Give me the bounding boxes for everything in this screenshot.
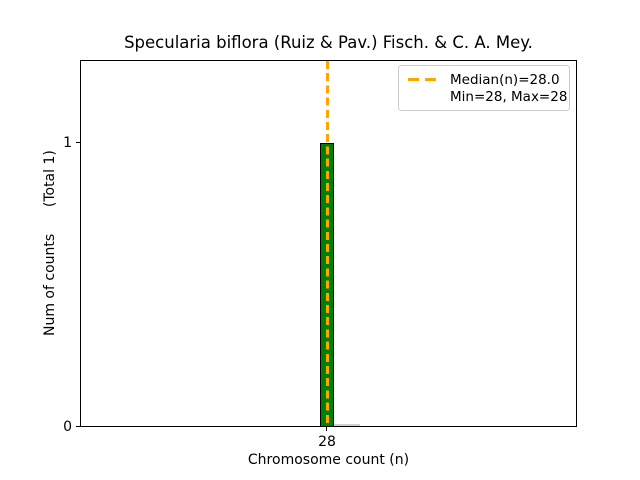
y-axis-label: Num of counts (Total 1) [42, 150, 58, 336]
zero-height-bin [334, 424, 360, 426]
ytick-label-1: 1 [63, 135, 72, 151]
legend-entry-median: Median(n)=28.0 [450, 71, 560, 88]
ytick-mark-0 [76, 426, 80, 428]
chart-title: Specularia biflora (Ruiz & Pav.) Fisch. … [124, 33, 533, 52]
ytick-mark-1 [76, 142, 80, 144]
legend-entry-minmax: Min=28, Max=28 [450, 88, 568, 105]
median-line [326, 61, 329, 426]
median-line-legend-sample-icon [408, 78, 439, 81]
ytick-label-0: 0 [63, 419, 72, 435]
xtick-mark-28 [326, 427, 328, 431]
xtick-label-28: 28 [318, 434, 336, 450]
plot-area: Median(n)=28.0 Min=28, Max=28 [80, 60, 577, 427]
legend-row-minmax: Min=28, Max=28 [408, 88, 567, 105]
legend-row-median: Median(n)=28.0 [408, 71, 561, 88]
x-axis-label: Chromosome count (n) [247, 452, 410, 468]
legend: Median(n)=28.0 Min=28, Max=28 [398, 65, 570, 111]
